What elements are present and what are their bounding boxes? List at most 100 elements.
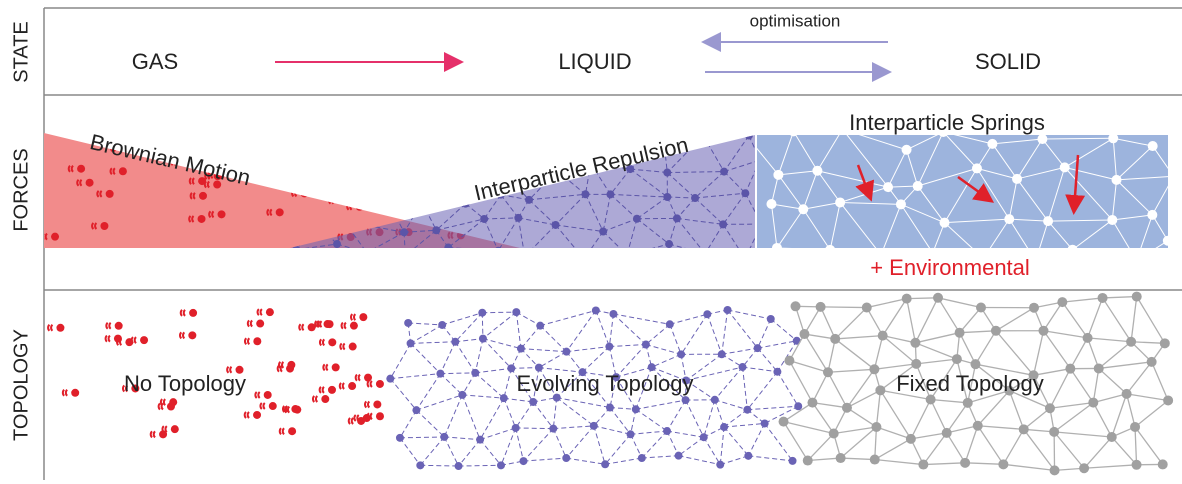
edge <box>748 456 792 461</box>
particle <box>359 313 367 321</box>
particle <box>159 430 167 438</box>
node <box>791 301 801 311</box>
node <box>519 132 527 140</box>
edge <box>462 395 504 398</box>
force-note: + Environmental <box>870 255 1030 280</box>
particle <box>77 165 85 173</box>
edge <box>363 147 380 175</box>
node <box>1079 463 1089 473</box>
edge <box>516 402 533 428</box>
particle <box>189 309 197 317</box>
edge <box>444 395 462 437</box>
node <box>432 171 440 179</box>
edge <box>1003 429 1023 464</box>
edge <box>444 437 480 440</box>
edge <box>455 342 475 373</box>
node <box>592 306 600 314</box>
particle-trail <box>367 193 371 199</box>
node <box>761 419 769 427</box>
edge <box>636 400 686 409</box>
particle-trail <box>365 401 369 407</box>
node <box>497 461 505 469</box>
node <box>836 453 846 463</box>
node <box>779 417 789 427</box>
node <box>1132 255 1142 265</box>
edge <box>965 426 978 463</box>
node <box>1094 363 1104 373</box>
edge <box>724 423 765 427</box>
node <box>926 394 936 404</box>
node <box>870 455 880 465</box>
edge <box>516 428 524 461</box>
edge <box>875 439 911 460</box>
node <box>458 391 466 399</box>
particle-trail <box>446 185 450 191</box>
edge <box>523 132 565 136</box>
node <box>1112 175 1122 185</box>
node <box>1088 398 1098 408</box>
node <box>875 385 885 395</box>
edge <box>408 323 442 325</box>
particle <box>321 395 329 403</box>
edge <box>1131 342 1165 344</box>
edge <box>631 431 667 434</box>
node <box>1038 326 1048 336</box>
particle <box>253 337 261 345</box>
edge <box>847 390 880 407</box>
node <box>438 321 446 329</box>
node <box>700 433 708 441</box>
particle-trail <box>151 431 155 437</box>
node <box>711 396 719 404</box>
node <box>333 240 341 248</box>
particle-trail <box>245 338 249 344</box>
edge <box>1003 464 1054 470</box>
edge <box>743 131 793 132</box>
node <box>663 169 671 177</box>
node <box>623 251 631 259</box>
particle <box>348 382 356 390</box>
particle <box>115 322 123 330</box>
particle-trail <box>63 390 67 396</box>
node <box>910 338 920 348</box>
edge <box>516 312 521 348</box>
edge <box>566 347 609 352</box>
particle <box>328 338 336 346</box>
node <box>638 454 646 462</box>
edge <box>1127 362 1152 394</box>
node <box>835 197 845 207</box>
edge <box>978 426 1024 430</box>
particle <box>167 403 175 411</box>
node <box>1147 357 1157 367</box>
edge <box>330 142 363 148</box>
node <box>1122 389 1132 399</box>
node <box>1169 171 1179 181</box>
edge <box>876 427 910 439</box>
node <box>911 359 921 369</box>
edge <box>911 399 931 438</box>
particle <box>288 427 296 435</box>
node <box>478 309 486 317</box>
node <box>701 250 709 258</box>
node <box>1031 256 1041 266</box>
edge <box>525 257 584 259</box>
state-label: LIQUID <box>558 49 631 74</box>
particle <box>256 320 264 328</box>
edge <box>1050 369 1070 409</box>
edge <box>720 456 748 465</box>
node <box>376 171 384 179</box>
edge <box>566 426 594 458</box>
node <box>816 302 826 312</box>
node <box>500 394 508 402</box>
node <box>606 404 614 412</box>
particle <box>276 208 284 216</box>
particle <box>326 320 334 328</box>
node <box>807 398 817 408</box>
node <box>451 338 459 346</box>
edge <box>566 310 595 351</box>
particle <box>355 185 363 193</box>
node <box>663 193 671 201</box>
node <box>998 459 1008 469</box>
node <box>1057 297 1067 307</box>
edge <box>390 374 440 379</box>
particle-trail <box>427 204 431 210</box>
